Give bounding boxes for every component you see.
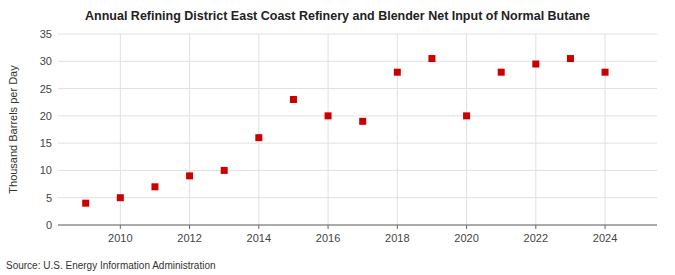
grid: [58, 34, 657, 225]
point: [498, 69, 505, 76]
chart: 0 5 10 15 20 25 30 35 2010 2012 2014 2016 2018 2020 20…: [0, 0, 675, 275]
y-grid-line: [58, 88, 657, 89]
y-tick-label: 35: [40, 28, 52, 40]
y-grid-line: [58, 34, 657, 35]
x-grid-line: [258, 34, 259, 225]
x-tick-label: 2014: [247, 232, 271, 244]
x-tick: [120, 225, 121, 229]
y-tick-label: 10: [40, 164, 52, 176]
annotation: Source: U.S. Energy Information Administ…: [6, 260, 216, 271]
point: [186, 172, 193, 179]
y-tick-label: 20: [40, 110, 52, 122]
x-grid-line: [605, 34, 606, 225]
point: [428, 55, 435, 62]
x-grid-line: [189, 34, 190, 225]
x-grid-line: [466, 34, 467, 225]
point: [325, 112, 332, 119]
y-tick-label: 25: [40, 83, 52, 95]
point: [567, 55, 574, 62]
point: [602, 69, 609, 76]
y-tick-label: 30: [40, 55, 52, 67]
y-axis-label: Thousand Barrels per Day: [7, 65, 19, 194]
point: [82, 200, 89, 207]
x-grid-line: [328, 34, 329, 225]
x-tick: [397, 225, 398, 229]
point: [255, 134, 262, 141]
x-tick-label: 2022: [524, 232, 548, 244]
point: [532, 61, 539, 68]
point: [394, 69, 401, 76]
x-tick-label: 2016: [316, 232, 340, 244]
x-tick-label: 2024: [593, 232, 617, 244]
x-tick-label: 2012: [177, 232, 201, 244]
point: [290, 96, 297, 103]
y-grid-line: [58, 115, 657, 116]
title: Annual Refining District East Coast Refi…: [85, 9, 590, 23]
x-grid-line: [397, 34, 398, 225]
y-grid-line: [58, 143, 657, 144]
points: [82, 55, 608, 207]
x-tick: [466, 225, 467, 229]
x-tick: [189, 225, 190, 229]
y-grid-line: [58, 197, 657, 198]
y-grid-line: [58, 225, 657, 226]
x-tick: [535, 225, 536, 229]
y-tick-label: 15: [40, 137, 52, 149]
x-tick: [258, 225, 259, 229]
x-tick-label: 2010: [108, 232, 132, 244]
x-tick-label: 2020: [454, 232, 478, 244]
x-axis-line: [58, 225, 657, 226]
x-tick: [328, 225, 329, 229]
y-tick-label: 0: [46, 219, 52, 231]
point: [151, 183, 158, 190]
y-tick-label: 5: [46, 192, 52, 204]
point: [117, 194, 124, 201]
point: [359, 118, 366, 125]
x-tick: [605, 225, 606, 229]
point: [221, 167, 228, 174]
x-tick-label: 2018: [385, 232, 409, 244]
y-grid-line: [58, 170, 657, 171]
point: [463, 112, 470, 119]
